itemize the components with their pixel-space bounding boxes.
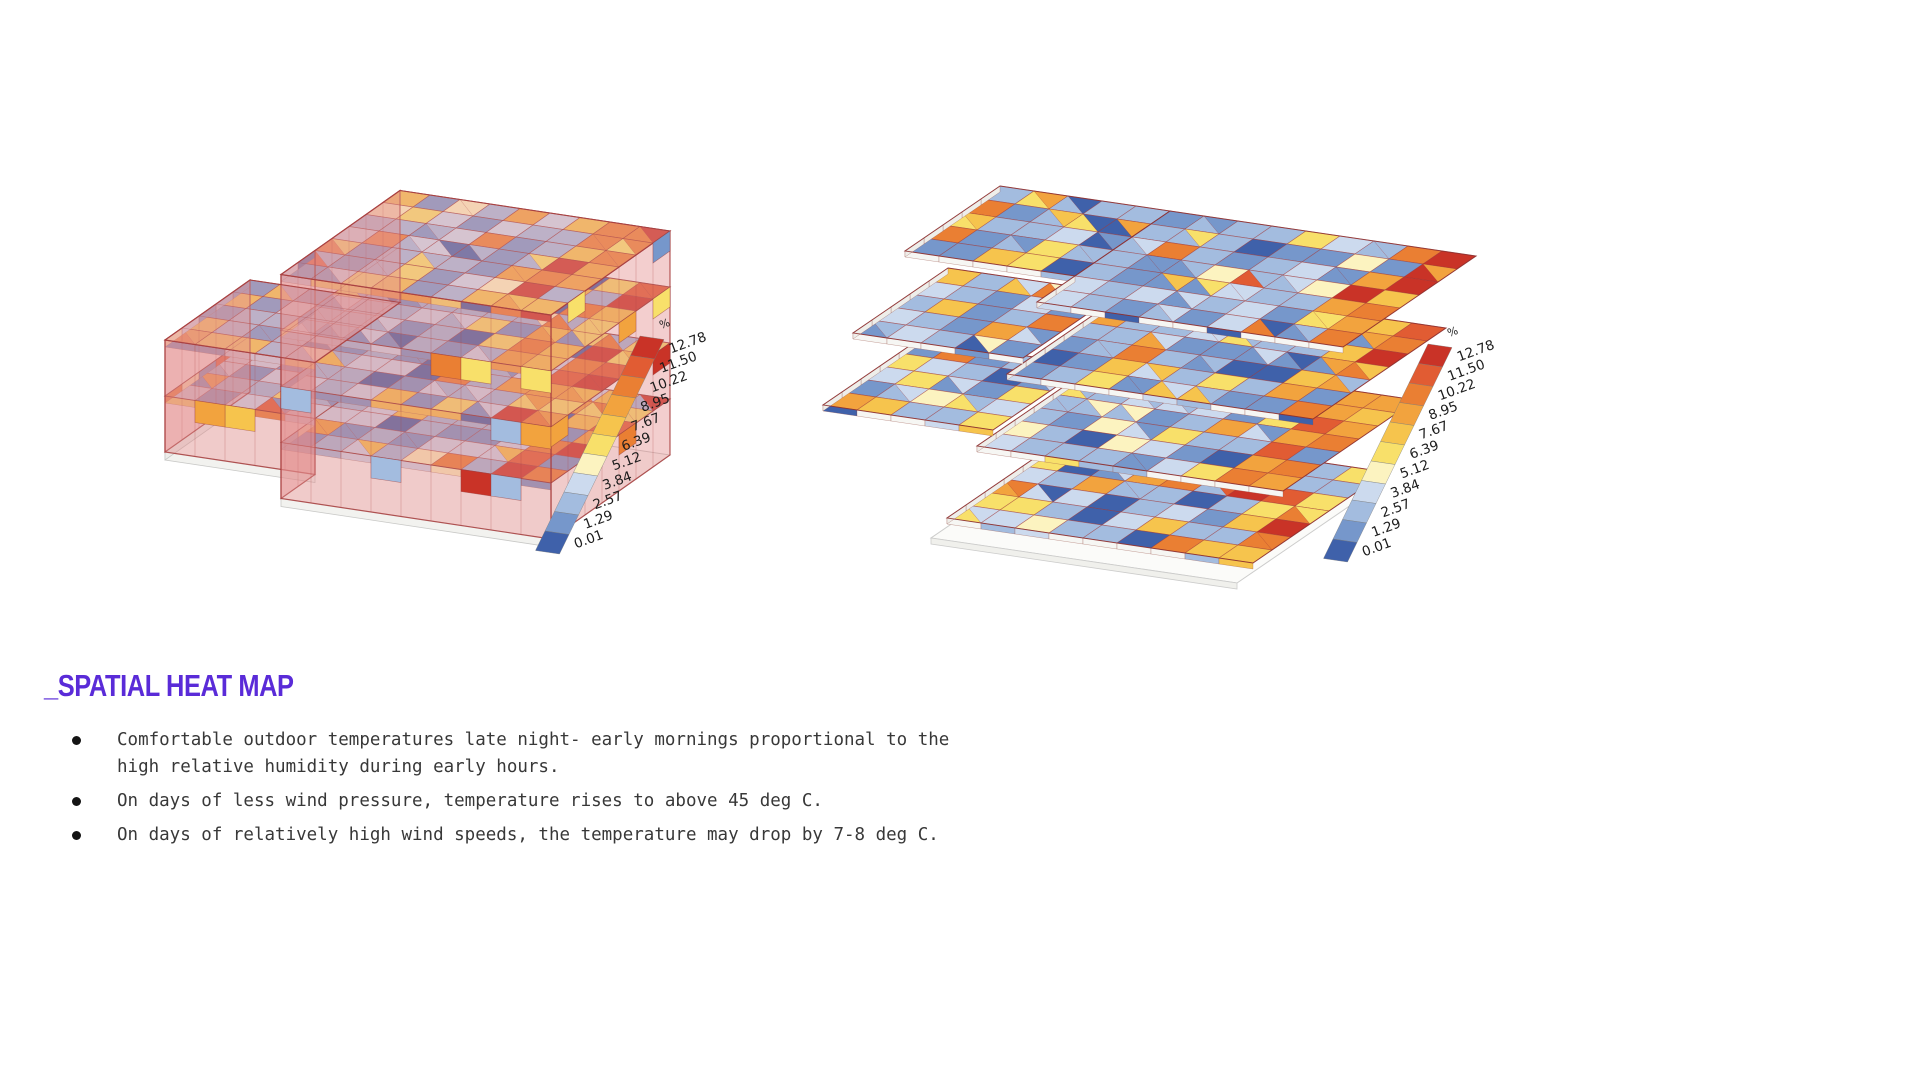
floor-plate bbox=[1035, 210, 1478, 354]
figure-floorplates-heatmap: %12.7811.5010.228.957.676.395.123.842.57… bbox=[821, 185, 1497, 590]
bullet-text: On days of less wind pressure, temperatu… bbox=[117, 791, 823, 811]
bullet-list: Comfortable outdoor temperatures late ni… bbox=[72, 727, 982, 849]
figure-building-heatmap: %12.7811.5010.228.957.676.395.123.842.57… bbox=[163, 189, 709, 555]
svg-text:%: % bbox=[1446, 324, 1460, 340]
bullet-text: Comfortable outdoor temperatures late ni… bbox=[117, 730, 950, 777]
bullet-item: On days of less wind pressure, temperatu… bbox=[72, 788, 982, 815]
floor-plate bbox=[903, 185, 1172, 283]
bullet-dot-icon bbox=[72, 831, 81, 840]
svg-text:0.01: 0.01 bbox=[572, 527, 606, 552]
svg-text:%: % bbox=[658, 316, 672, 332]
bullet-dot-icon bbox=[72, 736, 81, 745]
bullet-item: Comfortable outdoor temperatures late ni… bbox=[72, 727, 982, 781]
bullet-dot-icon bbox=[72, 797, 81, 806]
svg-text:0.01: 0.01 bbox=[1360, 535, 1394, 560]
bullet-item: On days of relatively high wind speeds, … bbox=[72, 822, 982, 849]
page-title: _SPATIAL HEAT MAP bbox=[44, 668, 294, 703]
bullet-text: On days of relatively high wind speeds, … bbox=[117, 825, 939, 845]
heatmap-scene: %12.7811.5010.228.957.676.395.123.842.57… bbox=[163, 185, 1497, 590]
